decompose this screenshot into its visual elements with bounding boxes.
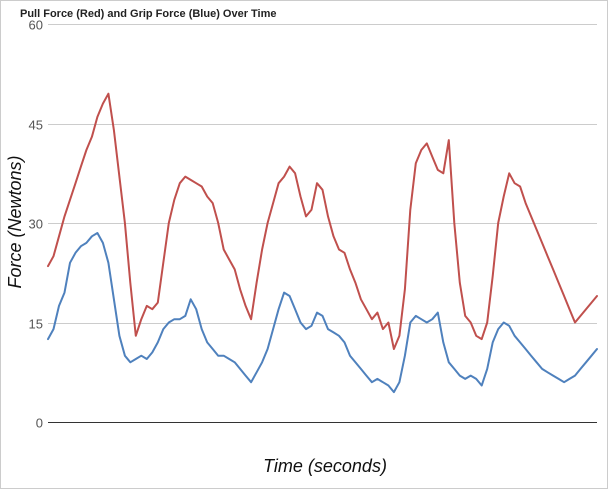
y-tick-label: 30 [29, 217, 43, 232]
y-tick-label: 15 [29, 317, 43, 332]
y-tick-labels: 0 15 30 45 60 [29, 18, 43, 431]
chart-title: Pull Force (Red) and Grip Force (Blue) O… [20, 8, 277, 20]
y-axis-title: Force (Newtons) [5, 155, 25, 288]
y-tick-label: 0 [36, 416, 43, 431]
pull-force-line [47, 92, 598, 350]
y-tick-label: 45 [29, 118, 43, 133]
series-lines [47, 92, 598, 394]
y-tick-label: 60 [29, 18, 43, 33]
x-axis-title: Time (seconds) [263, 456, 387, 476]
grip-force-line [47, 232, 598, 394]
